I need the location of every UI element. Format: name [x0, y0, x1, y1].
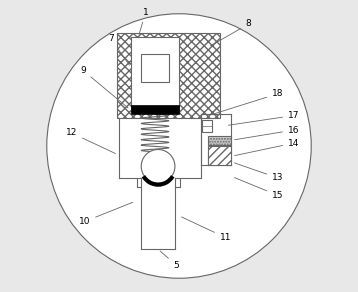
Text: 9: 9	[80, 66, 128, 108]
Bar	[131, 37, 179, 111]
Text: 15: 15	[234, 178, 284, 200]
Bar	[208, 146, 231, 165]
Text: 8: 8	[211, 20, 252, 46]
Text: 7: 7	[108, 34, 130, 65]
Text: 12: 12	[66, 128, 115, 154]
Text: 14: 14	[234, 139, 300, 156]
Bar	[208, 136, 231, 145]
Text: 18: 18	[214, 89, 284, 114]
Text: 16: 16	[234, 126, 300, 140]
Circle shape	[47, 14, 311, 278]
Bar	[141, 54, 169, 82]
Text: 10: 10	[79, 202, 133, 226]
Bar	[202, 120, 212, 132]
Text: 11: 11	[182, 217, 231, 242]
Circle shape	[141, 150, 175, 183]
Text: 13: 13	[234, 163, 284, 182]
Text: 17: 17	[228, 111, 300, 125]
Bar	[116, 33, 220, 118]
Text: 5: 5	[160, 251, 179, 270]
Text: 1: 1	[139, 8, 149, 34]
Bar	[131, 105, 179, 114]
